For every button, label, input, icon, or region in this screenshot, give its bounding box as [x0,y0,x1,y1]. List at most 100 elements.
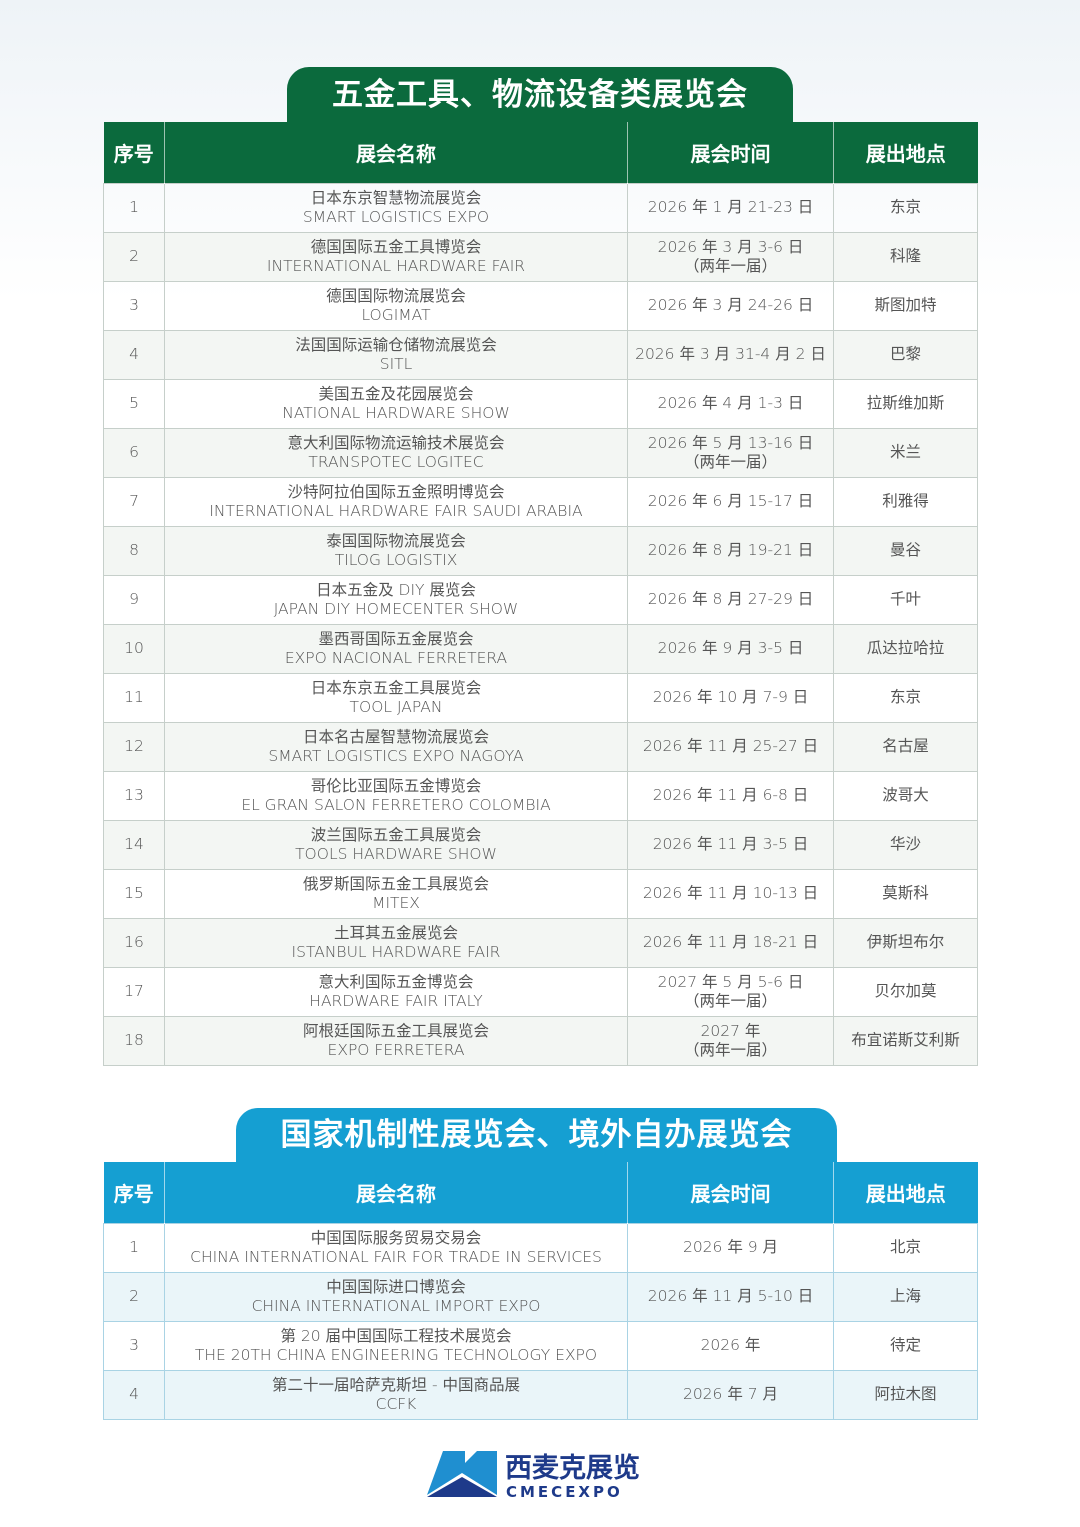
expo-date: 2026 年 11 月 18-21 日 [627,917,834,968]
expo-name: 德国国际物流展览会 LOGIMAT [164,280,628,331]
expo-name-en: CHINA INTERNATIONAL FAIR FOR TRADE IN SE… [190,1247,602,1266]
expo-place: 瓜达拉哈拉 [833,623,978,674]
expo-date-text: 2026 年 [700,1336,761,1354]
header-name: 展会名称 [164,1162,628,1223]
row-no: 15 [103,868,165,919]
expo-place: 东京 [833,182,978,233]
expo-name-cn: 德国国际物流展览会 [326,286,466,305]
table-row: 6 意大利国际物流运输技术展览会 TRANSPOTEC LOGITEC 2026 年 … [103,427,978,478]
expo-name-en: ISTANBUL HARDWARE FAIR [291,942,501,961]
expo-name-cn: 美国五金及花园展览会 [318,384,474,403]
table-row: 3 德国国际物流展览会 LOGIMAT 2026 年 3 月 24-26 日斯图加特 [103,280,978,331]
cmecexpo-logo: 西麦克展览 CMECEXPO [425,1445,665,1501]
table-row: 10 墨西哥国际五金展览会 EXPO NACIONAL FERRETERA 2026 … [103,623,978,674]
row-no: 1 [103,1222,165,1273]
expo-date: 2026 年 8 月 19-21 日 [627,525,834,576]
expo-name-en: EL GRAN SALON FERRETERO COLOMBIA [241,795,551,814]
expo-frequency-note: （两年一届） [683,256,777,275]
row-no: 16 [103,917,165,968]
expo-place: 莫斯科 [833,868,978,919]
table-row: 5 美国五金及花园展览会 NATIONAL HARDWARE SHOW 2026 年 … [103,378,978,429]
table-row: 4 法国国际运输仓储物流展览会 SITL 2026 年 3 月 31-4 月 2 日巴… [103,329,978,380]
expo-place: 千叶 [833,574,978,625]
expo-frequency-note: （两年一届） [683,991,777,1010]
expo-name: 美国五金及花园展览会 NATIONAL HARDWARE SHOW [164,378,628,429]
table-row: 2 中国国际进口博览会 CHINA INTERNATIONAL IMPORT EXP… [103,1271,978,1322]
expo-name-cn: 泰国国际物流展览会 [326,531,466,550]
expo-date-text: 2026 年 9 月 3-5 日 [657,639,804,657]
expo-place: 米兰 [833,427,978,478]
row-no: 14 [103,819,165,870]
expo-date: 2026 年 [627,1320,834,1371]
expo-name-en: HARDWARE FAIR ITALY [309,991,483,1010]
expo-name-cn: 土耳其五金展览会 [333,923,458,942]
expo-date-text: 2026 年 4 月 1-3 日 [657,394,804,412]
expo-place: 待定 [833,1320,978,1371]
expo-name: 日本东京五金工具展览会 TOOL JAPAN [164,672,628,723]
expo-name: 波兰国际五金工具展览会 TOOLS HARDWARE SHOW [164,819,628,870]
expo-frequency-note: （两年一届） [683,452,777,471]
expo-name-en: INTERNATIONAL HARDWARE FAIR [266,256,526,275]
row-no: 2 [103,1271,165,1322]
expo-date: 2026 年 3 月 24-26 日 [627,280,834,331]
row-no: 18 [103,1015,165,1066]
expo-name-cn: 日本东京五金工具展览会 [310,678,482,697]
expo-date-text: 2026 年 3 月 31-4 月 2 日 [635,345,826,363]
logo-mountain-icon: 西麦克展览 CMECEXPO [427,1451,640,1501]
expo-name-en: SMART LOGISTICS EXPO [302,207,490,226]
expo-name-cn: 沙特阿拉伯国际五金照明博览会 [287,482,505,501]
expo-date: 2026 年 11 月 3-5 日 [627,819,834,870]
header-date: 展会时间 [627,1162,834,1223]
expo-place: 北京 [833,1222,978,1273]
expo-date-text: 2026 年 11 月 5-10 日 [647,1287,814,1305]
row-no: 6 [103,427,165,478]
expo-name-en: TILOG LOGISTIX [334,550,458,569]
expo-name-en: SITL [379,354,413,373]
expo-date-text: 2026 年 10 月 7-9 日 [652,688,809,706]
expo-name: 日本名古屋智慧物流展览会 SMART LOGISTICS EXPO NAGOYA [164,721,628,772]
expo-name-en: TOOLS HARDWARE SHOW [295,844,497,863]
expo-name: 意大利国际五金博览会 HARDWARE FAIR ITALY [164,966,628,1017]
expo-date-text: 2026 年 11 月 6-8 日 [652,786,809,804]
expo-name: 法国国际运输仓储物流展览会 SITL [164,329,628,380]
expo-name-cn: 意大利国际物流运输技术展览会 [287,433,505,452]
header-name: 展会名称 [164,122,628,183]
expo-name-cn: 哥伦比亚国际五金博览会 [310,776,482,795]
expo-date: 2026 年 9 月 [627,1222,834,1273]
expo-name-en: MITEX [372,893,420,912]
table-row: 4 第二十一届哈萨克斯坦 - 中国商品展 CCFK 2026 年 7 月阿拉木图 [103,1369,978,1420]
expo-date: 2026 年 11 月 6-8 日 [627,770,834,821]
expo-name-en: LOGIMAT [361,305,431,324]
expo-date-text: 2026 年 9 月 [682,1238,779,1256]
expo-date: 2026 年 11 月 10-13 日 [627,868,834,919]
expo-name-cn: 日本名古屋智慧物流展览会 [302,727,489,746]
expo-name: 第二十一届哈萨克斯坦 - 中国商品展 CCFK [164,1369,628,1420]
expo-name: 第 20 届中国国际工程技术展览会 THE 20TH CHINA ENGINEER… [164,1320,628,1371]
expo-place: 斯图加特 [833,280,978,331]
table-header: 序号 展会名称 展会时间 展出地点 [103,122,978,183]
expo-name-cn: 俄罗斯国际五金工具展览会 [302,874,489,893]
expo-name-cn: 日本五金及 DIY 展览会 [316,580,476,599]
national-expo-table: 序号 展会名称 展会时间 展出地点 1 中国国际服务贸易交易会 CHINA INTE… [103,1162,978,1420]
row-no: 12 [103,721,165,772]
svg-text:西麦克展览: 西麦克展览 [505,1452,640,1484]
table-row: 15 俄罗斯国际五金工具展览会 MITEX 2026 年 11 月 10-13 日莫斯… [103,868,978,919]
header-no: 序号 [103,122,165,183]
expo-place: 伊斯坦布尔 [833,917,978,968]
expo-date: 2026 年 5 月 13-16 日（两年一届） [627,427,834,478]
expo-place: 华沙 [833,819,978,870]
expo-name-cn: 中国国际服务贸易交易会 [310,1228,482,1247]
expo-frequency-note: （两年一届） [683,1040,777,1059]
section2-title: 国家机制性展览会、境外自办展览会 [236,1108,837,1163]
expo-date-text: 2026 年 7 月 [682,1385,779,1403]
table-row: 1 日本东京智慧物流展览会 SMART LOGISTICS EXPO 2026 年 1… [103,182,978,233]
table-row: 8 泰国国际物流展览会 TILOG LOGISTIX 2026 年 8 月 19-21… [103,525,978,576]
table-row: 2 德国国际五金工具博览会 INTERNATIONAL HARDWARE FAIR 2… [103,231,978,282]
row-no: 1 [103,182,165,233]
expo-place: 巴黎 [833,329,978,380]
row-no: 2 [103,231,165,282]
expo-place: 曼谷 [833,525,978,576]
table-row: 17 意大利国际五金博览会 HARDWARE FAIR ITALY 2027 年 5 … [103,966,978,1017]
expo-place: 东京 [833,672,978,723]
